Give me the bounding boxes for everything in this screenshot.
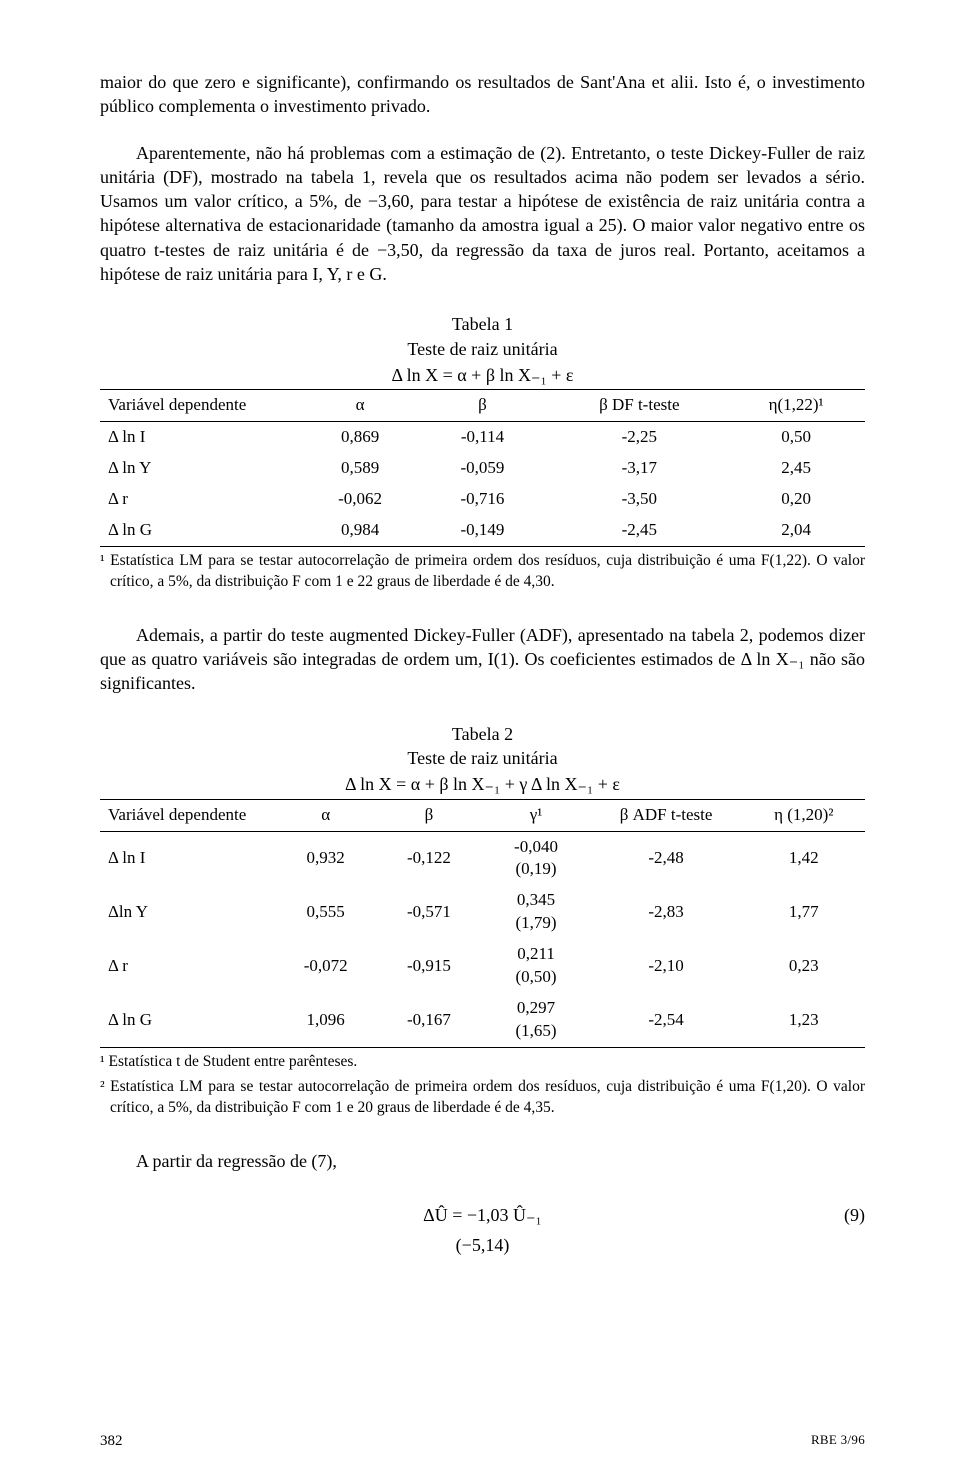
table2-h-adft: β ADF t-teste	[590, 799, 743, 831]
table2-subtitle: Teste de raiz unitária	[100, 746, 865, 770]
paragraph-3: Ademais, a partir do teste augmented Dic…	[100, 623, 865, 696]
cell: -2,45	[551, 515, 727, 546]
cell: -0,149	[414, 515, 552, 546]
table2-header-row: Variável dependente α β γ¹ β ADF t-teste…	[100, 799, 865, 831]
table1-h-alpha: α	[307, 390, 414, 422]
cell: 0,345 (1,79)	[482, 885, 589, 939]
cell: -2,48	[590, 831, 743, 885]
page: maior do que zero e significante), confi…	[0, 0, 960, 1479]
cell: -0,114	[414, 422, 552, 453]
cell: 0,932	[276, 831, 375, 885]
gamma-val: 0,345	[490, 889, 581, 912]
table-row: Δ ln G 0,984 -0,149 -2,45 2,04	[100, 515, 865, 546]
cell: Δ ln I	[100, 831, 276, 885]
cell: Δ ln G	[100, 993, 276, 1047]
page-number: 382	[100, 1431, 123, 1451]
paragraph-1: maior do que zero e significante), confi…	[100, 70, 865, 119]
table1: Variável dependente α β β DF t-teste η(1…	[100, 389, 865, 547]
cell: 0,984	[307, 515, 414, 546]
equation-9-number: (9)	[844, 1203, 865, 1227]
cell: -0,040 (0,19)	[482, 831, 589, 885]
cell: -2,25	[551, 422, 727, 453]
cell: 1,42	[743, 831, 865, 885]
table1-h-var: Variável dependente	[100, 390, 307, 422]
cell: -0,571	[375, 885, 482, 939]
table1-h-dft: β DF t-teste	[551, 390, 727, 422]
cell: -3,17	[551, 453, 727, 484]
cell: 1,096	[276, 993, 375, 1047]
table2-h-alpha: α	[276, 799, 375, 831]
table2-title: Tabela 2	[452, 724, 513, 744]
cell: 0,869	[307, 422, 414, 453]
cell: -0,167	[375, 993, 482, 1047]
journal-ref: RBE 3/96	[811, 1431, 865, 1449]
table-row: Δ ln I 0,932 -0,122 -0,040 (0,19) -2,48 …	[100, 831, 865, 885]
gamma-val: 0,211	[490, 943, 581, 966]
cell: 2,45	[727, 453, 865, 484]
cell: 0,23	[743, 939, 865, 993]
cell: 0,211 (0,50)	[482, 939, 589, 993]
cell: Δ ln I	[100, 422, 307, 453]
table-row: Δ ln I 0,869 -0,114 -2,25 0,50	[100, 422, 865, 453]
cell: 2,04	[727, 515, 865, 546]
table2-h-beta: β	[375, 799, 482, 831]
equation-9: ΔÛ = −1,03 Û₋₁ (9)	[100, 1203, 865, 1227]
cell: -0,122	[375, 831, 482, 885]
cell: -3,50	[551, 484, 727, 515]
cell: -2,10	[590, 939, 743, 993]
table2-caption: Tabela 2 Teste de raiz unitária Δ ln X =…	[100, 722, 865, 797]
cell: -0,072	[276, 939, 375, 993]
table1-subtitle: Teste de raiz unitária	[100, 337, 865, 361]
cell: Δ ln Y	[100, 453, 307, 484]
cell: Δ ln G	[100, 515, 307, 546]
table2-footnote-2: ² Estatística LM para se testar autocorr…	[100, 1077, 865, 1119]
paragraph-4: A partir da regressão de (7),	[100, 1149, 865, 1173]
cell: 0,20	[727, 484, 865, 515]
cell: Δ r	[100, 484, 307, 515]
table1-h-beta: β	[414, 390, 552, 422]
cell: 0,589	[307, 453, 414, 484]
cell: -0,915	[375, 939, 482, 993]
table1-title: Tabela 1	[452, 314, 513, 334]
cell: -0,059	[414, 453, 552, 484]
cell: Δ r	[100, 939, 276, 993]
table1-h-eta: η(1,22)¹	[727, 390, 865, 422]
gamma-tstat: (0,19)	[490, 858, 581, 881]
gamma-tstat: (0,50)	[490, 966, 581, 989]
cell: 0,555	[276, 885, 375, 939]
gamma-tstat: (1,79)	[490, 912, 581, 935]
paragraph-2: Aparentemente, não há problemas com a es…	[100, 141, 865, 287]
cell: 1,77	[743, 885, 865, 939]
cell: -2,83	[590, 885, 743, 939]
cell: -2,54	[590, 993, 743, 1047]
table-row: Δ ln Y 0,589 -0,059 -3,17 2,45	[100, 453, 865, 484]
cell: 0,297 (1,65)	[482, 993, 589, 1047]
table2-footnote-1: ¹ Estatística t de Student entre parênte…	[100, 1052, 865, 1073]
cell: -0,716	[414, 484, 552, 515]
table2: Variável dependente α β γ¹ β ADF t-teste…	[100, 799, 865, 1048]
table-row: Δ r -0,072 -0,915 0,211 (0,50) -2,10 0,2…	[100, 939, 865, 993]
equation-9-body: ΔÛ = −1,03 Û₋₁	[423, 1205, 542, 1225]
table2-h-var: Variável dependente	[100, 799, 276, 831]
cell: 1,23	[743, 993, 865, 1047]
table-row: Δ ln G 1,096 -0,167 0,297 (1,65) -2,54 1…	[100, 993, 865, 1047]
table-row: Δln Y 0,555 -0,571 0,345 (1,79) -2,83 1,…	[100, 885, 865, 939]
page-footer: 382 RBE 3/96	[100, 1431, 865, 1451]
cell: -0,062	[307, 484, 414, 515]
cell: Δln Y	[100, 885, 276, 939]
gamma-tstat: (1,65)	[490, 1020, 581, 1043]
table-row: Δ r -0,062 -0,716 -3,50 0,20	[100, 484, 865, 515]
table2-equation: Δ ln X = α + β ln X₋₁ + γ Δ ln X₋₁ + ε	[100, 772, 865, 796]
table1-caption: Tabela 1 Teste de raiz unitária Δ ln X =…	[100, 312, 865, 387]
table2-h-eta: η (1,20)²	[743, 799, 865, 831]
equation-9-tstat: (−5,14)	[100, 1233, 865, 1257]
gamma-val: -0,040	[490, 836, 581, 859]
cell: 0,50	[727, 422, 865, 453]
table1-header-row: Variável dependente α β β DF t-teste η(1…	[100, 390, 865, 422]
table2-h-gamma: γ¹	[482, 799, 589, 831]
table1-footnote: ¹ Estatística LM para se testar autocorr…	[100, 551, 865, 593]
equation-9-tstat-value: (−5,14)	[456, 1235, 510, 1255]
gamma-val: 0,297	[490, 997, 581, 1020]
table1-equation: Δ ln X = α + β ln X₋₁ + ε	[100, 363, 865, 387]
